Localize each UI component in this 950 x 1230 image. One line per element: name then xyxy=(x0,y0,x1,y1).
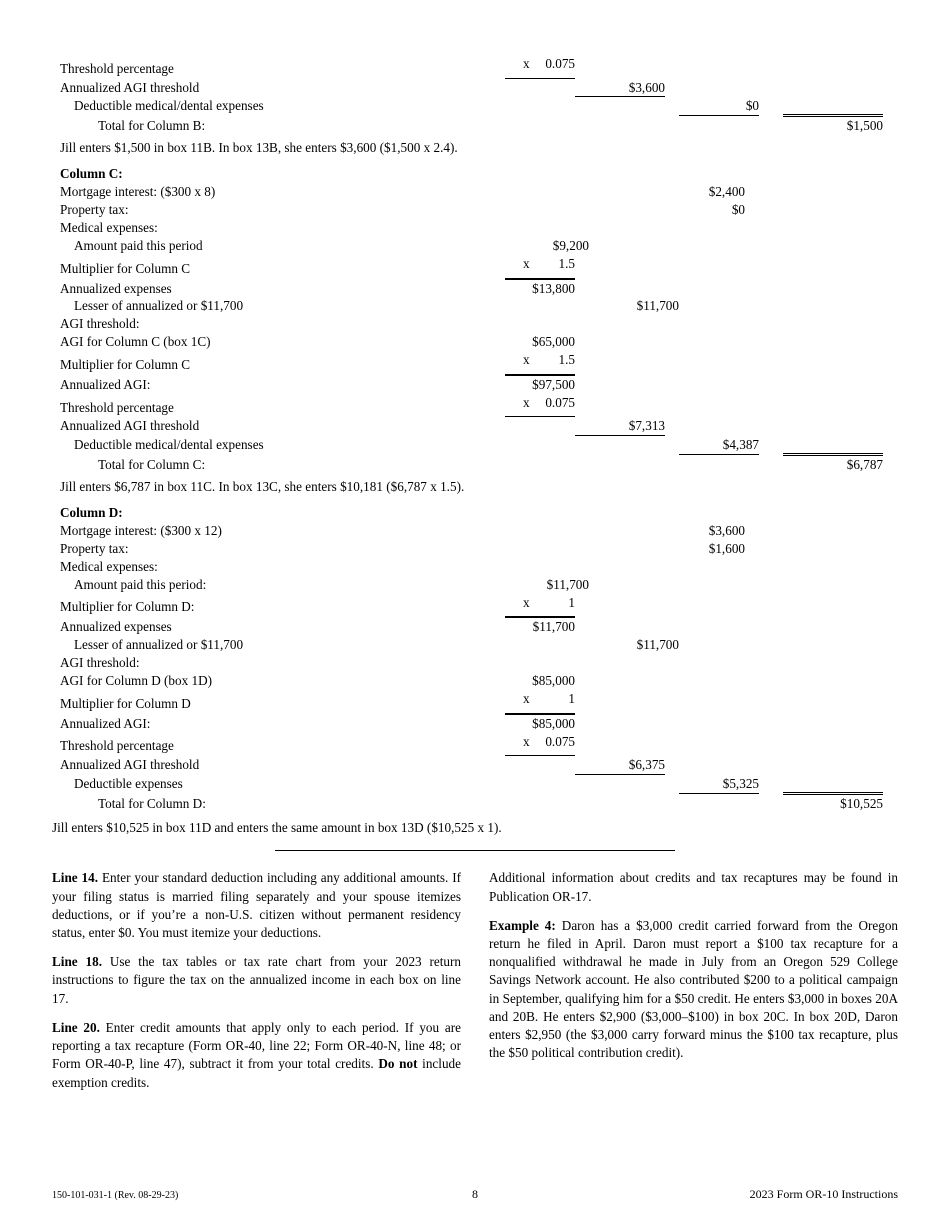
row-label: Annualized AGI threshold xyxy=(60,79,505,97)
row-label: Lesser of annualized or $11,700 xyxy=(60,636,519,654)
worksheet-row: Property tax:$1,600 xyxy=(60,540,898,558)
worksheet-column-c: Column C: Mortgage interest: ($300 x 8)$… xyxy=(60,165,898,474)
row-label: Total for Column B: xyxy=(60,117,543,135)
worksheet-row: Threshold percentagex0.075 xyxy=(60,733,898,757)
note-column-b: Jill enters $1,500 in box 11B. In box 13… xyxy=(60,139,898,157)
row-label: Amount paid this period xyxy=(60,237,519,255)
instruction-paragraph: Additional information about credits and… xyxy=(489,869,898,905)
instruction-paragraph: Line 20. Enter credit amounts that apply… xyxy=(52,1019,461,1092)
instruction-paragraph: Line 14. Enter your standard deduction i… xyxy=(52,869,461,942)
note-column-c: Jill enters $6,787 in box 11C. In box 13… xyxy=(60,478,898,496)
row-label: Amount paid this period: xyxy=(60,576,519,594)
row-label: Multiplier for Column C xyxy=(60,356,505,374)
row-label: Multiplier for Column D: xyxy=(60,598,505,616)
row-label: AGI for Column C (box 1C) xyxy=(60,333,505,351)
footer-page-number: 8 xyxy=(472,1186,478,1202)
instruction-paragraph: Example 4: Daron has a $3,000 credit car… xyxy=(489,917,898,1063)
worksheet-row: Threshold percentagex0.075 xyxy=(60,55,898,79)
page-footer: 150-101-031-1 (Rev. 08-29-23) 8 2023 For… xyxy=(52,1186,898,1203)
row-label: Annualized AGI: xyxy=(60,715,505,733)
worksheet-row: Lesser of annualized or $11,700$11,700 xyxy=(60,636,898,654)
row-label: Annualized AGI threshold xyxy=(60,756,505,774)
worksheet-row: Deductible expenses$5,325 xyxy=(60,775,898,794)
row-label: Total for Column C: xyxy=(60,456,543,474)
worksheet-row: Annualized AGI:$97,500 xyxy=(60,375,898,394)
row-label: Annualized AGI threshold xyxy=(60,417,505,435)
section-divider xyxy=(275,850,675,851)
worksheet-row: Annualized expenses$13,800 xyxy=(60,279,898,298)
row-label: Annualized AGI: xyxy=(60,376,505,394)
worksheet-row: Annualized AGI threshold$6,375 xyxy=(60,756,898,775)
row-label: Lesser of annualized or $11,700 xyxy=(60,297,519,315)
heading-column-c: Column C: xyxy=(60,165,505,183)
row-label: Annualized expenses xyxy=(60,280,505,298)
row-label: AGI for Column D (box 1D) xyxy=(60,672,505,690)
row-label: Multiplier for Column C xyxy=(60,260,505,278)
row-label: Total for Column D: xyxy=(60,795,543,813)
worksheet-row: Amount paid this period:$11,700 xyxy=(60,576,898,594)
worksheet-row: Multiplier for Column D:x1 xyxy=(60,594,898,618)
worksheet-row: Multiplier for Column Dx1 xyxy=(60,690,898,714)
row-label: Threshold percentage xyxy=(60,399,505,417)
worksheet-row: AGI for Column C (box 1C)$65,000 xyxy=(60,333,898,351)
worksheet-row: Multiplier for Column Cx1.5 xyxy=(60,255,898,279)
row-label: Threshold percentage xyxy=(60,60,505,78)
worksheet-top: Threshold percentagex0.075Annualized AGI… xyxy=(60,55,898,135)
row-label: Deductible expenses xyxy=(60,775,519,793)
worksheet-column-d: Column D: Mortgage interest: ($300 x 12)… xyxy=(60,504,898,813)
row-label: Mortgage interest: ($300 x 8) xyxy=(60,183,505,201)
worksheet-row: Annualized expenses$11,700 xyxy=(60,617,898,636)
worksheet-row: Total for Column C:$6,787 xyxy=(60,455,898,474)
row-label: AGI threshold: xyxy=(60,654,505,672)
row-label: Property tax: xyxy=(60,540,505,558)
heading-column-d: Column D: xyxy=(60,504,505,522)
worksheet-row: Annualized AGI:$85,000 xyxy=(60,714,898,733)
instruction-paragraph: Line 18. Use the tax tables or tax rate … xyxy=(52,953,461,1008)
row-label: Threshold percentage xyxy=(60,737,505,755)
worksheet-row: Threshold percentagex0.075 xyxy=(60,394,898,418)
row-label: Medical expenses: xyxy=(60,219,505,237)
worksheet-row: Deductible medical/dental expenses$0 xyxy=(60,97,898,116)
worksheet-row: Annualized AGI threshold$3,600 xyxy=(60,79,898,98)
worksheet-row: Mortgage interest: ($300 x 12)$3,600 xyxy=(60,522,898,540)
worksheet-row: Medical expenses: xyxy=(60,219,898,237)
worksheet-row: Total for Column B:$1,500 xyxy=(60,116,898,135)
row-label: Mortgage interest: ($300 x 12) xyxy=(60,522,505,540)
worksheet-row: Amount paid this period$9,200 xyxy=(60,237,898,255)
footer-form-title: 2023 Form OR-10 Instructions xyxy=(750,1186,898,1202)
worksheet-row: AGI for Column D (box 1D)$85,000 xyxy=(60,672,898,690)
row-label: Multiplier for Column D xyxy=(60,695,505,713)
worksheet-row: Total for Column D:$10,525 xyxy=(60,794,898,813)
worksheet-row: Deductible medical/dental expenses$4,387 xyxy=(60,436,898,455)
worksheet-row: Medical expenses: xyxy=(60,558,898,576)
row-label: Deductible medical/dental expenses xyxy=(60,436,519,454)
footer-rev: 150-101-031-1 (Rev. 08-29-23) xyxy=(52,1189,178,1203)
row-label: Medical expenses: xyxy=(60,558,505,576)
row-label: Property tax: xyxy=(60,201,505,219)
worksheet-row: Annualized AGI threshold$7,313 xyxy=(60,417,898,436)
worksheet-row: Multiplier for Column Cx1.5 xyxy=(60,351,898,375)
row-label: AGI threshold: xyxy=(60,315,505,333)
worksheet-row: Lesser of annualized or $11,700$11,700 xyxy=(60,297,898,315)
instruction-columns: Line 14. Enter your standard deduction i… xyxy=(52,869,898,1102)
row-label: Annualized expenses xyxy=(60,618,505,636)
worksheet-row: AGI threshold: xyxy=(60,654,898,672)
worksheet-row: AGI threshold: xyxy=(60,315,898,333)
worksheet-row: Property tax:$0 xyxy=(60,201,898,219)
note-column-d: Jill enters $10,525 in box 11D and enter… xyxy=(52,819,898,837)
row-label: Deductible medical/dental expenses xyxy=(60,97,519,115)
worksheet-row: Mortgage interest: ($300 x 8)$2,400 xyxy=(60,183,898,201)
